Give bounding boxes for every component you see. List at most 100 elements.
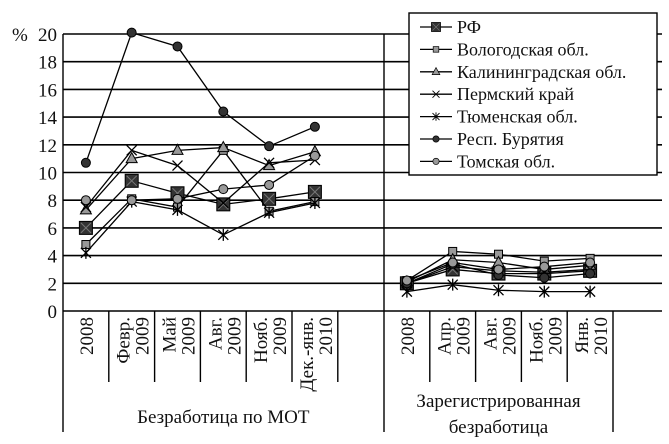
- circle-marker: [126, 27, 137, 38]
- category-label: Нояб.2009: [251, 317, 291, 363]
- data-point: [432, 46, 440, 53]
- group-label: безработица: [449, 417, 549, 438]
- circle-marker: [126, 195, 137, 206]
- data-point: [216, 140, 230, 153]
- circle-marker: [539, 272, 550, 283]
- data-point: [217, 197, 229, 209]
- category-label-line: 2008: [398, 317, 419, 355]
- circle-marker: [264, 179, 275, 190]
- series-asterisk: [80, 195, 596, 298]
- data-point: [80, 157, 91, 168]
- legend-label: Томская обл.: [457, 151, 555, 171]
- legend-label: Калининградская обл.: [457, 62, 626, 82]
- data-point: [432, 112, 440, 121]
- circle-marker: [309, 150, 320, 161]
- data-point: [307, 184, 322, 199]
- data-point: [264, 179, 275, 190]
- x-marker: [263, 193, 275, 205]
- category-label-line: 2009: [545, 317, 566, 355]
- category-label-line: 2010: [316, 317, 337, 355]
- data-point: [124, 173, 139, 188]
- circle-marker: [172, 41, 183, 52]
- data-point: [585, 257, 596, 268]
- circle-marker: [80, 157, 91, 168]
- category-label: 2008: [398, 317, 419, 355]
- category-label-line: 2010: [591, 317, 612, 355]
- data-point: [172, 203, 183, 216]
- circle-marker: [218, 184, 229, 195]
- data-point: [172, 41, 183, 52]
- category-label-line: 2009: [133, 317, 154, 355]
- category-label-line: 2009: [179, 317, 200, 355]
- series-line: [85, 146, 316, 211]
- data-point: [401, 275, 412, 286]
- data-point: [264, 141, 275, 152]
- category-label: Апр.2009: [435, 317, 475, 355]
- data-point: [309, 150, 320, 161]
- asterisk-marker: [217, 228, 229, 241]
- data-point: [262, 191, 277, 206]
- category-label: Авг.2009: [481, 317, 521, 355]
- series-line: [85, 180, 315, 229]
- data-point: [172, 160, 183, 172]
- x-marker: [217, 197, 229, 209]
- category-label-line: Янв.: [572, 317, 593, 354]
- y-tick-label: 4: [48, 247, 58, 268]
- series-line: [85, 149, 316, 245]
- x-marker: [172, 160, 183, 172]
- data-point: [218, 106, 229, 117]
- x-marker: [263, 157, 275, 169]
- category-label-line: Февр.: [114, 317, 135, 364]
- circle-marker: [172, 193, 183, 204]
- category-label-line: Нояб.: [251, 317, 272, 363]
- legend-label: Тюменская обл.: [457, 107, 578, 127]
- category-label-line: 2009: [270, 317, 291, 355]
- y-tick-label: 14: [38, 108, 58, 129]
- legend-item: Пермский край: [420, 84, 574, 104]
- data-point: [431, 22, 441, 32]
- data-point: [78, 220, 93, 235]
- legend-label: Респ. Бурятия: [457, 129, 564, 149]
- circle-marker: [401, 275, 412, 286]
- data-point: [80, 195, 91, 206]
- y-tick-label: 10: [38, 164, 57, 185]
- series-gray-circle: [80, 150, 596, 286]
- series-square-x: [78, 173, 598, 291]
- circle-marker: [218, 106, 229, 117]
- legend-item: Томская обл.: [420, 151, 555, 171]
- x-marker: [432, 23, 440, 31]
- asterisk-marker: [447, 278, 459, 291]
- y-tick-label: 0: [48, 302, 58, 323]
- data-point: [171, 143, 184, 155]
- asterisk-marker: [309, 196, 321, 209]
- data-point: [539, 272, 550, 283]
- asterisk-marker: [584, 285, 596, 298]
- x-marker: [432, 90, 440, 99]
- group-label: Безработица по МОТ: [137, 407, 310, 428]
- data-point: [432, 157, 440, 165]
- legend-item: Респ. Бурятия: [420, 129, 564, 149]
- data-point: [126, 27, 137, 38]
- group-label: Зарегистрированная: [416, 391, 580, 412]
- data-point: [432, 135, 440, 143]
- category-label-line: 2009: [454, 317, 475, 355]
- category-label-line: 2009: [500, 317, 521, 355]
- data-point: [447, 278, 459, 291]
- data-point: [80, 246, 92, 259]
- category-label-line: Авг.: [481, 317, 502, 350]
- asterisk-marker: [172, 203, 183, 216]
- circle-marker: [80, 195, 91, 206]
- category-label-line: 2009: [224, 317, 245, 355]
- square-marker: [432, 46, 440, 53]
- category-label-line: Нояб.: [526, 317, 547, 363]
- series-line: [85, 149, 315, 208]
- data-point: [125, 151, 139, 164]
- category-label: Февр.2009: [114, 317, 154, 364]
- legend-item: РФ: [420, 17, 481, 37]
- y-tick-label: 2: [48, 274, 58, 295]
- data-point: [218, 184, 229, 195]
- y-tick-label: 12: [38, 136, 57, 157]
- category-label-line: Апр.: [435, 317, 456, 355]
- category-label: 2008: [77, 317, 98, 355]
